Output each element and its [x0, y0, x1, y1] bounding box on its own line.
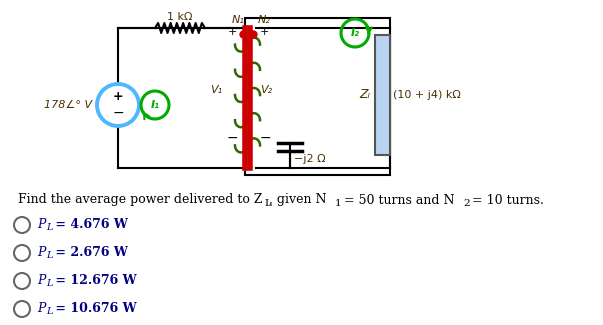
Text: L: L: [46, 224, 52, 232]
Text: P: P: [37, 275, 45, 288]
Text: −: −: [112, 106, 124, 120]
Text: N₁: N₁: [232, 15, 244, 25]
Text: −: −: [260, 131, 271, 145]
Text: Zₗ: Zₗ: [359, 88, 370, 101]
Text: I₂: I₂: [350, 28, 359, 38]
Text: P: P: [37, 303, 45, 316]
Text: (10 + j4) kΩ: (10 + j4) kΩ: [393, 90, 461, 100]
Text: P: P: [37, 246, 45, 259]
Text: L: L: [46, 307, 52, 317]
Text: −j2 Ω: −j2 Ω: [294, 154, 326, 164]
Text: , given N: , given N: [269, 193, 326, 206]
Bar: [245, 18, 390, 175]
Text: −: −: [226, 131, 238, 145]
Text: = 2.676 W: = 2.676 W: [51, 246, 128, 259]
Text: 178∠° V: 178∠° V: [44, 100, 92, 110]
Text: +: +: [113, 90, 123, 103]
Text: +: +: [260, 27, 270, 37]
Text: P: P: [37, 218, 45, 231]
Text: V₂: V₂: [260, 85, 272, 95]
Text: = 4.676 W: = 4.676 W: [51, 218, 128, 231]
Text: I₁: I₁: [151, 100, 160, 110]
Text: = 50 turns and N: = 50 turns and N: [340, 193, 455, 206]
Text: 1 kΩ: 1 kΩ: [167, 12, 193, 22]
Text: = 10.676 W: = 10.676 W: [51, 303, 137, 316]
Text: L: L: [46, 280, 52, 289]
Text: = 12.676 W: = 12.676 W: [51, 275, 137, 288]
Text: N₂: N₂: [258, 15, 271, 25]
Text: 2: 2: [463, 199, 470, 207]
Text: +: +: [227, 27, 237, 37]
Text: L: L: [46, 252, 52, 261]
Bar: [375, 35, 390, 155]
Text: = 10 turns.: = 10 turns.: [468, 193, 544, 206]
Text: 1: 1: [335, 199, 342, 207]
Text: Find the average power delivered to Z: Find the average power delivered to Z: [18, 193, 262, 206]
Text: V₁: V₁: [210, 85, 222, 95]
Text: L: L: [264, 199, 271, 207]
